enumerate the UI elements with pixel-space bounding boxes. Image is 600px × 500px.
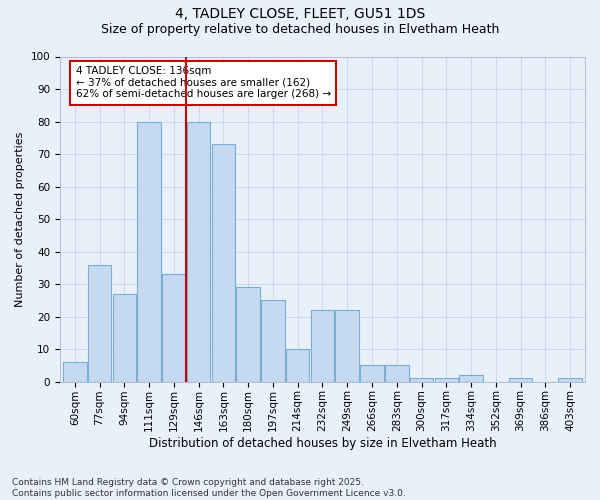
Bar bbox=[459, 375, 483, 382]
Bar bbox=[63, 362, 86, 382]
Bar bbox=[162, 274, 185, 382]
Bar bbox=[335, 310, 359, 382]
Bar bbox=[509, 378, 532, 382]
Bar bbox=[385, 366, 409, 382]
Bar bbox=[137, 122, 161, 382]
Text: Size of property relative to detached houses in Elvetham Heath: Size of property relative to detached ho… bbox=[101, 22, 499, 36]
Y-axis label: Number of detached properties: Number of detached properties bbox=[15, 132, 25, 307]
Bar bbox=[559, 378, 582, 382]
Bar bbox=[360, 366, 384, 382]
Bar bbox=[113, 294, 136, 382]
Bar bbox=[286, 349, 310, 382]
Bar bbox=[410, 378, 433, 382]
Bar bbox=[261, 300, 284, 382]
Bar bbox=[88, 264, 111, 382]
Text: Contains HM Land Registry data © Crown copyright and database right 2025.
Contai: Contains HM Land Registry data © Crown c… bbox=[12, 478, 406, 498]
Bar bbox=[187, 122, 211, 382]
Text: 4 TADLEY CLOSE: 136sqm
← 37% of detached houses are smaller (162)
62% of semi-de: 4 TADLEY CLOSE: 136sqm ← 37% of detached… bbox=[76, 66, 331, 100]
Bar bbox=[236, 288, 260, 382]
Bar bbox=[434, 378, 458, 382]
Text: 4, TADLEY CLOSE, FLEET, GU51 1DS: 4, TADLEY CLOSE, FLEET, GU51 1DS bbox=[175, 8, 425, 22]
Bar bbox=[212, 144, 235, 382]
Bar bbox=[311, 310, 334, 382]
X-axis label: Distribution of detached houses by size in Elvetham Heath: Distribution of detached houses by size … bbox=[149, 437, 496, 450]
